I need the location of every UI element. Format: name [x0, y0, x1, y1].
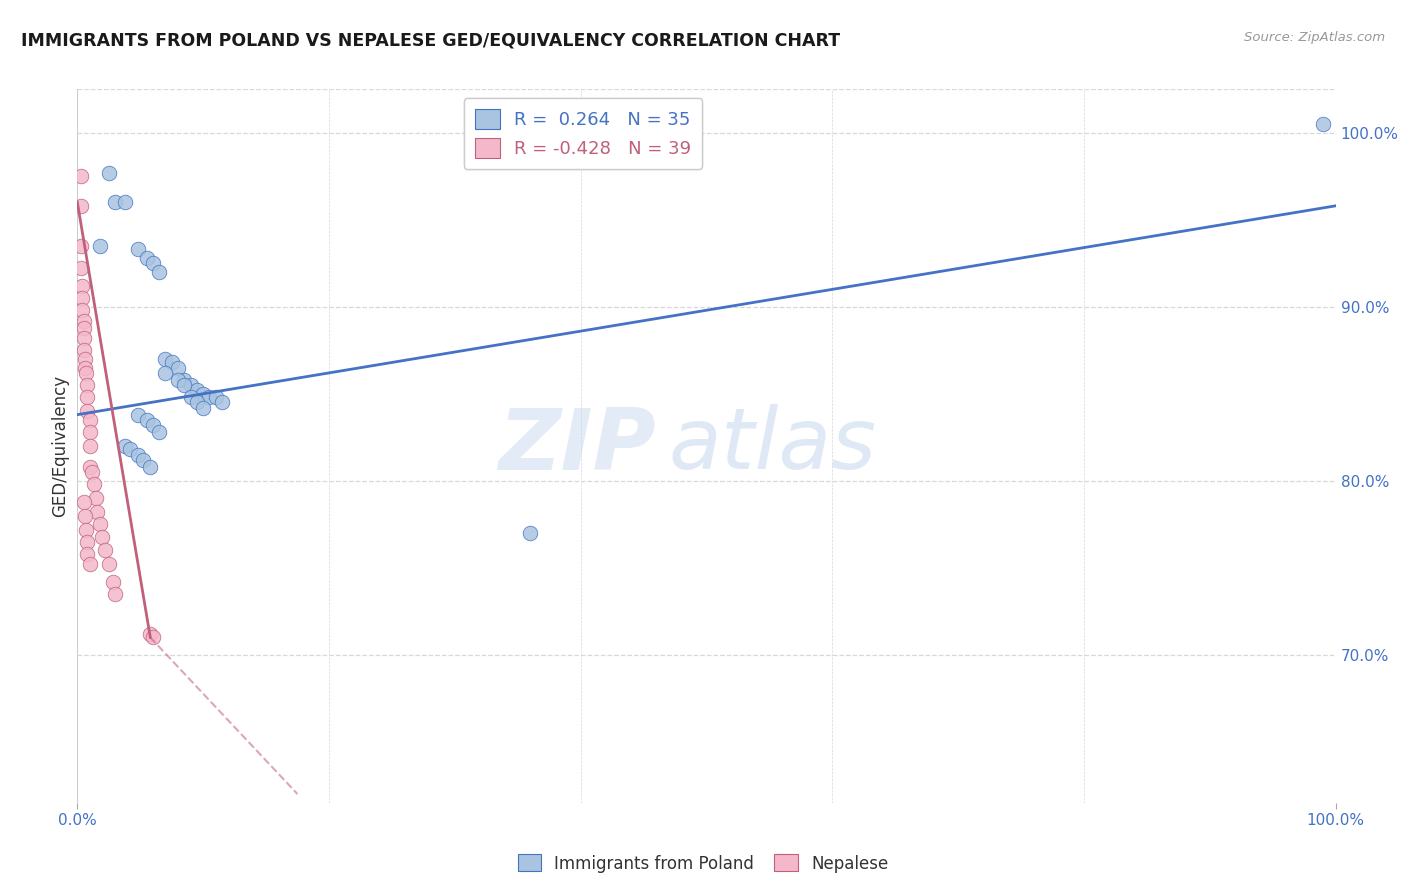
Point: [79, 558, 101, 572]
Point: [83, 477, 105, 491]
Point: [120, 442, 142, 457]
Point: [70, 261, 93, 276]
Point: [173, 373, 195, 387]
Point: [135, 413, 157, 427]
Point: [155, 366, 177, 380]
Point: [132, 453, 155, 467]
Point: [142, 631, 165, 645]
Point: [79, 439, 101, 453]
Point: [76, 534, 98, 549]
Point: [70, 239, 93, 253]
Legend: R =  0.264   N = 35, R = -0.428   N = 39: R = 0.264 N = 35, R = -0.428 N = 39: [464, 98, 703, 169]
Point: [114, 195, 136, 210]
Point: [86, 505, 108, 519]
Point: [72, 303, 94, 318]
Point: [104, 587, 127, 601]
Point: [76, 404, 98, 418]
Point: [72, 278, 94, 293]
Point: [173, 378, 195, 392]
Point: [204, 390, 226, 404]
Point: [79, 413, 101, 427]
Point: [72, 343, 94, 358]
Point: [127, 243, 149, 257]
Point: [167, 373, 190, 387]
Point: [148, 425, 170, 439]
Point: [155, 351, 177, 366]
Point: [142, 256, 165, 270]
Point: [142, 418, 165, 433]
Point: [72, 320, 94, 334]
Point: [198, 390, 221, 404]
Point: [97, 166, 120, 180]
Point: [101, 574, 124, 589]
Point: [139, 627, 162, 641]
Point: [104, 195, 127, 210]
Point: [211, 395, 233, 409]
Point: [70, 169, 93, 184]
Text: atlas: atlas: [669, 404, 877, 488]
Point: [91, 529, 114, 543]
Point: [76, 378, 98, 392]
Point: [519, 526, 541, 541]
Point: [75, 366, 97, 380]
Point: [139, 459, 162, 474]
Legend: Immigrants from Poland, Nepalese: Immigrants from Poland, Nepalese: [512, 847, 894, 880]
Point: [191, 386, 215, 401]
Point: [94, 543, 117, 558]
Point: [73, 508, 96, 523]
Point: [127, 448, 149, 462]
Point: [76, 390, 98, 404]
Point: [72, 314, 94, 328]
Text: ZIP: ZIP: [499, 404, 657, 488]
Point: [72, 291, 94, 305]
Point: [160, 355, 183, 369]
Point: [127, 408, 149, 422]
Point: [79, 425, 101, 439]
Point: [76, 547, 98, 561]
Text: IMMIGRANTS FROM POLAND VS NEPALESE GED/EQUIVALENCY CORRELATION CHART: IMMIGRANTS FROM POLAND VS NEPALESE GED/E…: [21, 31, 841, 49]
Point: [1312, 117, 1334, 131]
Point: [72, 331, 94, 345]
Text: Source: ZipAtlas.com: Source: ZipAtlas.com: [1244, 31, 1385, 45]
Point: [97, 558, 120, 572]
Point: [186, 395, 208, 409]
Point: [135, 251, 157, 265]
Point: [191, 401, 215, 415]
Y-axis label: GED/Equivalency: GED/Equivalency: [51, 375, 69, 517]
Point: [72, 494, 94, 508]
Point: [75, 523, 97, 537]
Point: [167, 360, 190, 375]
Point: [114, 439, 136, 453]
Point: [148, 265, 170, 279]
Point: [89, 517, 111, 532]
Point: [89, 239, 111, 253]
Point: [73, 351, 96, 366]
Point: [73, 360, 96, 375]
Point: [79, 459, 101, 474]
Point: [82, 465, 104, 479]
Point: [180, 390, 202, 404]
Point: [70, 199, 93, 213]
Point: [180, 378, 202, 392]
Point: [186, 384, 208, 398]
Point: [84, 491, 107, 506]
